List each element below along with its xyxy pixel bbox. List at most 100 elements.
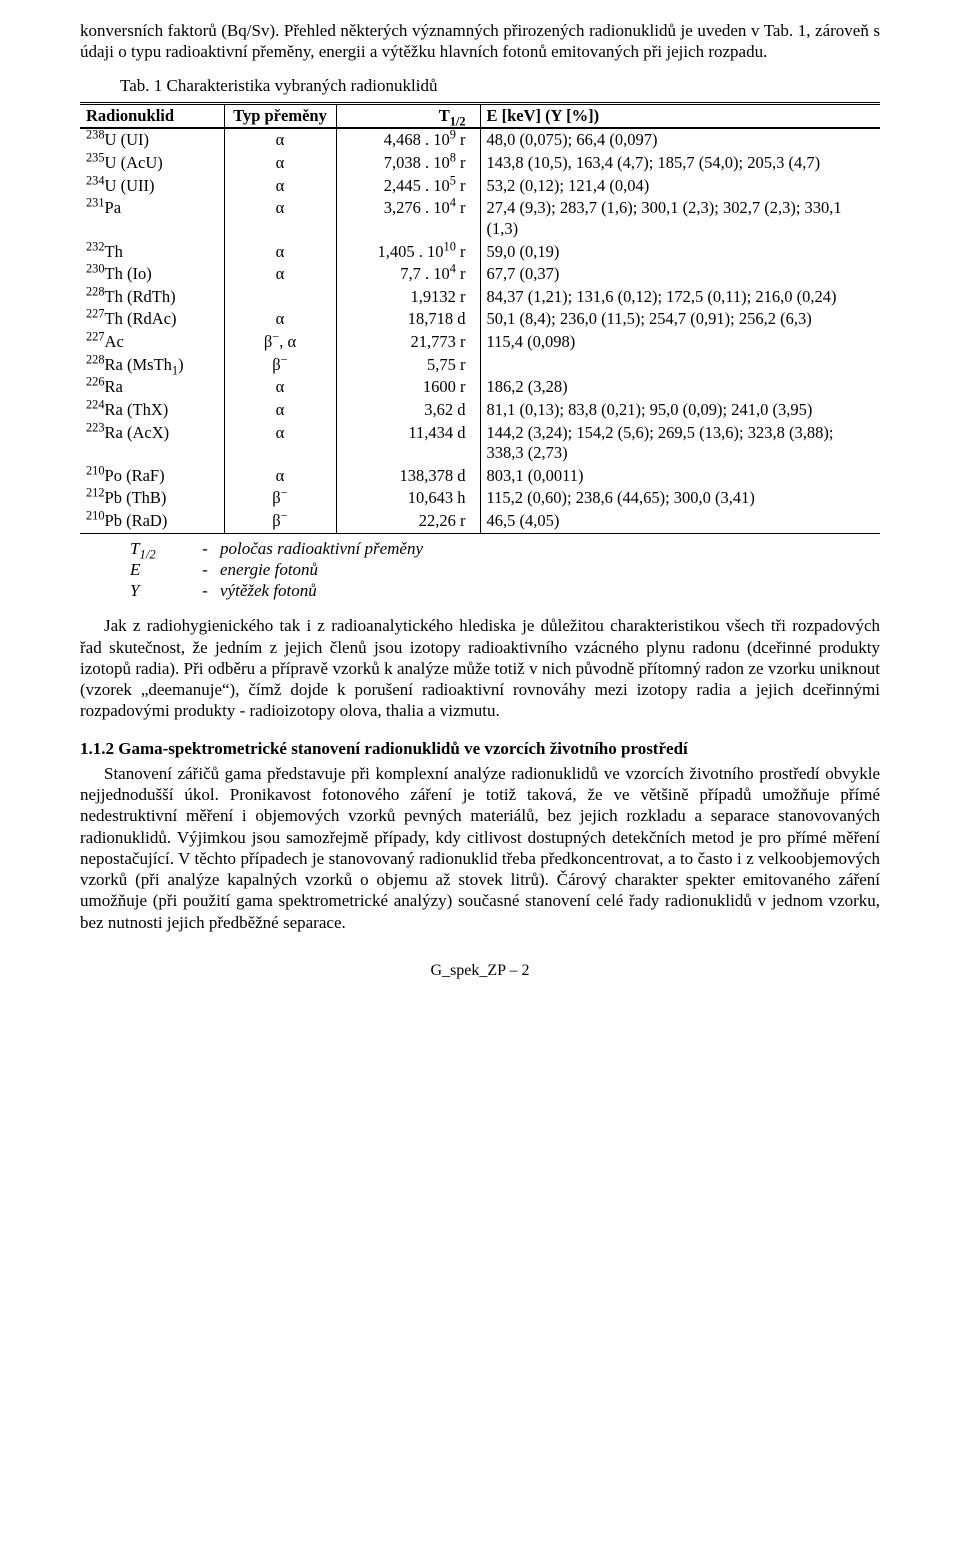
table-row: 231Paα3,276 . 104 r27,4 (9,3); 283,7 (1,… — [80, 197, 880, 240]
td-type: α — [224, 197, 336, 240]
td-energy: 84,37 (1,21); 131,6 (0,12); 172,5 (0,11)… — [480, 286, 880, 309]
td-halflife: 21,773 r — [336, 331, 480, 354]
td-type: α — [224, 152, 336, 175]
table-row: 235U (AcU)α7,038 . 108 r143,8 (10,5), 16… — [80, 152, 880, 175]
th-halflife-sub: 1/2 — [450, 114, 466, 128]
td-energy: 53,2 (0,12); 121,4 (0,04) — [480, 175, 880, 198]
intro-paragraph: konversních faktorů (Bq/Sv). Přehled něk… — [80, 20, 880, 63]
td-energy: 27,4 (9,3); 283,7 (1,6); 300,1 (2,3); 30… — [480, 197, 880, 240]
td-energy: 143,8 (10,5), 163,4 (4,7); 185,7 (54,0);… — [480, 152, 880, 175]
td-type: α — [224, 376, 336, 399]
section-heading: 1.1.2 Gama-spektrometrické stanovení rad… — [80, 738, 880, 759]
td-energy: 186,2 (3,28) — [480, 376, 880, 399]
table-row: 224Ra (ThX)α3,62 d81,1 (0,13); 83,8 (0,2… — [80, 399, 880, 422]
td-energy: 115,4 (0,098) — [480, 331, 880, 354]
table-row: 227Acβ−, α21,773 r115,4 (0,098) — [80, 331, 880, 354]
td-nuclide: 238U (UI) — [80, 128, 224, 152]
td-nuclide: 227Th (RdAc) — [80, 308, 224, 331]
th-halflife: T1/2 — [336, 103, 480, 128]
td-halflife: 1600 r — [336, 376, 480, 399]
table-row: 228Ra (MsTh1)β−5,75 r — [80, 354, 880, 377]
td-nuclide: 210Pb (RaD) — [80, 510, 224, 533]
td-type: α — [224, 175, 336, 198]
td-halflife: 3,62 d — [336, 399, 480, 422]
table-caption: Tab. 1 Charakteristika vybraných radionu… — [80, 75, 880, 96]
table-row: 232Thα1,405 . 1010 r59,0 (0,19) — [80, 241, 880, 264]
td-energy: 115,2 (0,60); 238,6 (44,65); 300,0 (3,41… — [480, 487, 880, 510]
legend-text: poločas radioaktivní přeměny — [220, 538, 880, 559]
td-type: β− — [224, 510, 336, 533]
td-halflife: 1,405 . 1010 r — [336, 241, 480, 264]
td-nuclide: 234U (UII) — [80, 175, 224, 198]
td-type: α — [224, 422, 336, 465]
legend-row: T1/2-poločas radioaktivní přeměny — [130, 538, 880, 559]
td-halflife: 3,276 . 104 r — [336, 197, 480, 240]
td-nuclide: 210Po (RaF) — [80, 465, 224, 488]
table-row: 210Po (RaF)α138,378 d803,1 (0,0011) — [80, 465, 880, 488]
td-nuclide: 231Pa — [80, 197, 224, 240]
td-nuclide: 230Th (Io) — [80, 263, 224, 286]
table-row: 234U (UII)α2,445 . 105 r53,2 (0,12); 121… — [80, 175, 880, 198]
table-row: 230Th (Io)α7,7 . 104 r67,7 (0,37) — [80, 263, 880, 286]
legend-symbol: Y — [130, 580, 190, 601]
td-halflife: 11,434 d — [336, 422, 480, 465]
td-nuclide: 227Ac — [80, 331, 224, 354]
td-energy: 48,0 (0,075); 66,4 (0,097) — [480, 128, 880, 152]
td-energy: 59,0 (0,19) — [480, 241, 880, 264]
td-halflife: 2,445 . 105 r — [336, 175, 480, 198]
td-type: α — [224, 399, 336, 422]
td-nuclide: 228Th (RdTh) — [80, 286, 224, 309]
radionuclide-table: Radionuklid Typ přeměny T1/2 E [keV] (Y … — [80, 102, 880, 534]
legend-symbol: E — [130, 559, 190, 580]
td-nuclide: 232Th — [80, 241, 224, 264]
td-halflife: 7,7 . 104 r — [336, 263, 480, 286]
th-nuclide: Radionuklid — [80, 103, 224, 128]
td-energy: 803,1 (0,0011) — [480, 465, 880, 488]
page-footer: G_spek_ZP – 2 — [80, 961, 880, 981]
td-nuclide: 235U (AcU) — [80, 152, 224, 175]
td-nuclide: 226Ra — [80, 376, 224, 399]
td-energy: 46,5 (4,05) — [480, 510, 880, 533]
table-row: 228Th (RdTh) 1,9132 r84,37 (1,21); 131,6 … — [80, 286, 880, 309]
legend-dash: - — [190, 559, 220, 580]
legend-row: E-energie fotonů — [130, 559, 880, 580]
table-header-row: Radionuklid Typ přeměny T1/2 E [keV] (Y … — [80, 103, 880, 128]
td-energy — [480, 354, 880, 377]
legend-dash: - — [190, 580, 220, 601]
paragraph-gamma: Stanovení zářičů gama představuje při ko… — [80, 763, 880, 933]
th-energy: E [keV] (Y [%]) — [480, 103, 880, 128]
document-page: konversních faktorů (Bq/Sv). Přehled něk… — [0, 0, 960, 1021]
td-nuclide: 212Pb (ThB) — [80, 487, 224, 510]
td-halflife: 1,9132 r — [336, 286, 480, 309]
legend-text: výtěžek fotonů — [220, 580, 880, 601]
td-type: α — [224, 263, 336, 286]
td-type: β− — [224, 487, 336, 510]
th-halflife-t: T — [439, 106, 450, 125]
td-halflife: 7,038 . 108 r — [336, 152, 480, 175]
td-energy: 50,1 (8,4); 236,0 (11,5); 254,7 (0,91); … — [480, 308, 880, 331]
td-halflife: 5,75 r — [336, 354, 480, 377]
td-type: β− — [224, 354, 336, 377]
td-energy: 144,2 (3,24); 154,2 (5,6); 269,5 (13,6);… — [480, 422, 880, 465]
td-type: β−, α — [224, 331, 336, 354]
paragraph-radon: Jak z radiohygienického tak i z radioana… — [80, 615, 880, 721]
table-row: 227Th (RdAc)α18,718 d50,1 (8,4); 236,0 (… — [80, 308, 880, 331]
td-type — [224, 286, 336, 309]
td-halflife: 18,718 d — [336, 308, 480, 331]
td-halflife: 22,26 r — [336, 510, 480, 533]
table-row: 238U (UI)α4,468 . 109 r48,0 (0,075); 66,… — [80, 128, 880, 152]
td-halflife: 4,468 . 109 r — [336, 128, 480, 152]
td-energy: 67,7 (0,37) — [480, 263, 880, 286]
td-type: α — [224, 241, 336, 264]
legend-text: energie fotonů — [220, 559, 880, 580]
td-nuclide: 224Ra (ThX) — [80, 399, 224, 422]
td-halflife: 10,643 h — [336, 487, 480, 510]
legend-dash: - — [190, 538, 220, 559]
td-nuclide: 228Ra (MsTh1) — [80, 354, 224, 377]
table-row: 210Pb (RaD)β−22,26 r46,5 (4,05) — [80, 510, 880, 533]
td-type: α — [224, 308, 336, 331]
legend-row: Y-výtěžek fotonů — [130, 580, 880, 601]
td-type: α — [224, 128, 336, 152]
legend-symbol: T1/2 — [130, 538, 190, 559]
table-row: 212Pb (ThB)β−10,643 h115,2 (0,60); 238,6… — [80, 487, 880, 510]
